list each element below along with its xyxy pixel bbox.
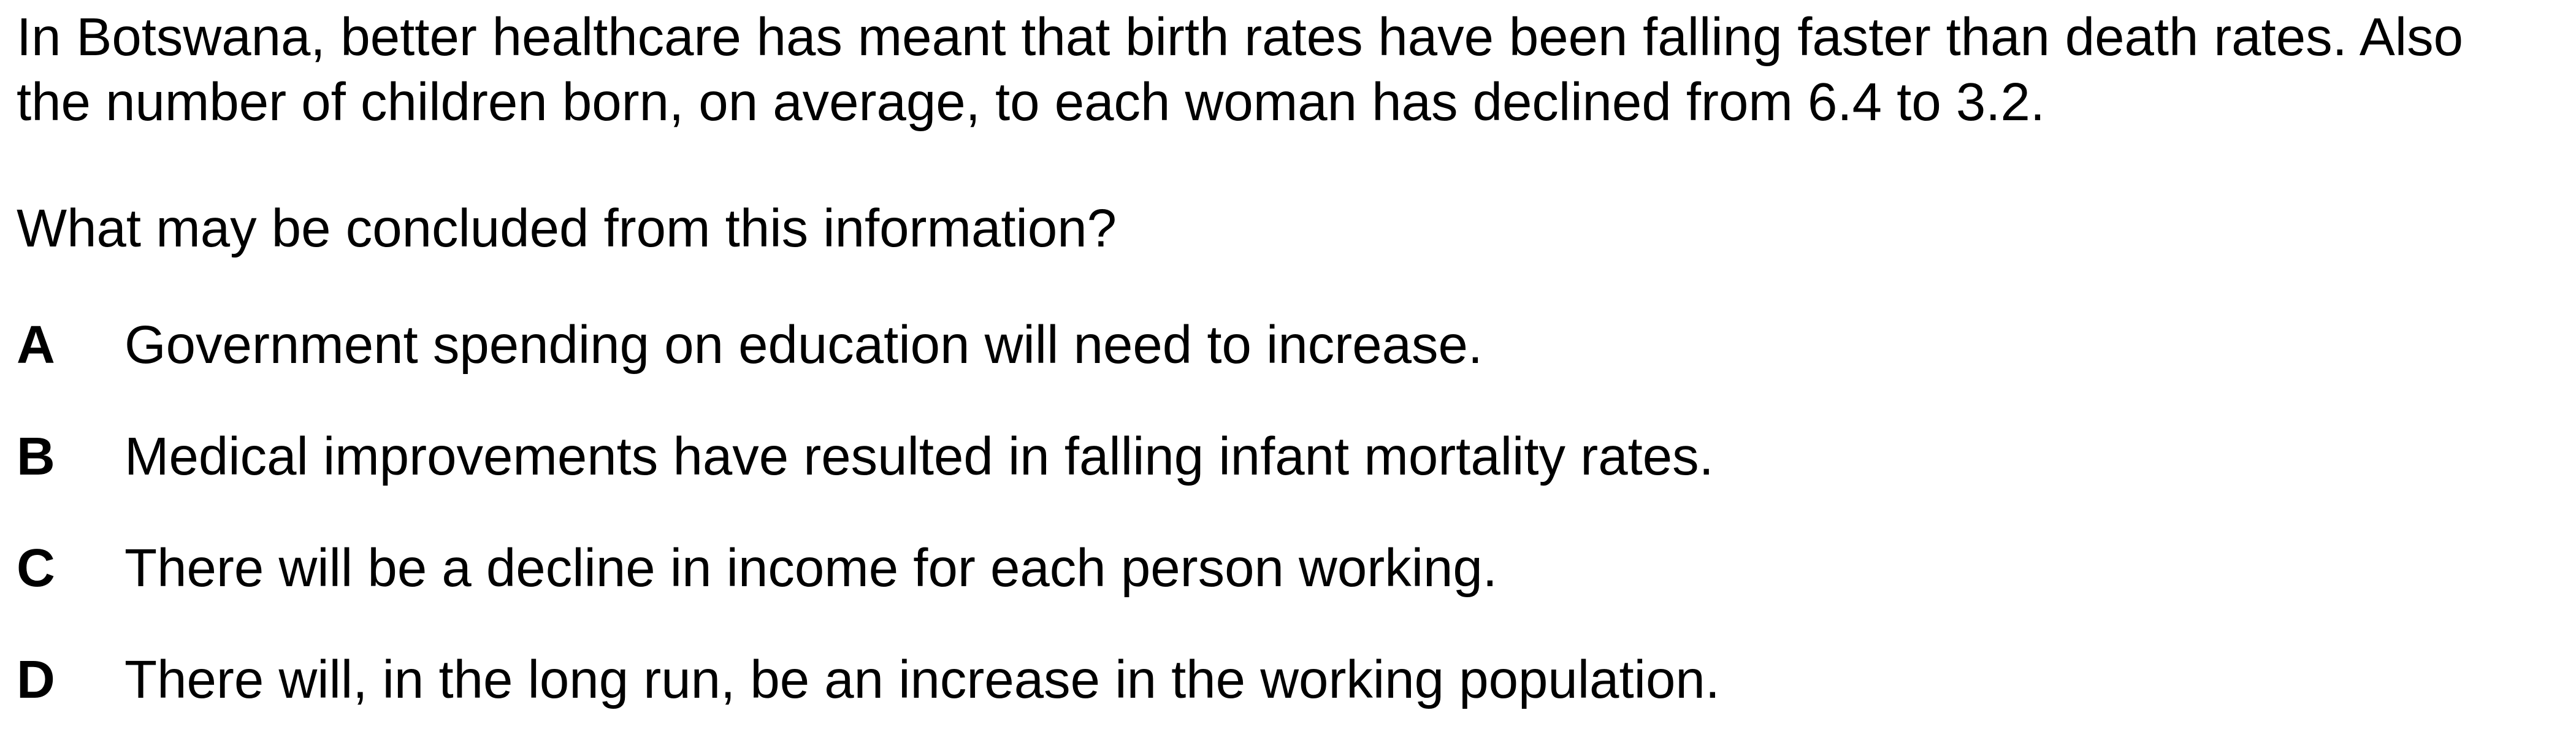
option-b[interactable]: B Medical improvements have resulted in … (17, 424, 2469, 489)
option-text: There will, in the long run, be an incre… (124, 650, 1720, 709)
option-text: There will be a decline in income for ea… (124, 538, 1497, 598)
option-letter: A (17, 315, 55, 375)
question-prompt: What may be concluded from this informat… (17, 199, 1117, 258)
option-text: Medical improvements have resulted in fa… (124, 427, 1714, 486)
option-a[interactable]: A Government spending on education will … (17, 313, 2469, 378)
option-letter: C (17, 538, 55, 598)
option-letter: B (17, 427, 55, 486)
option-letter: D (17, 650, 55, 709)
answer-options: A Government spending on education will … (17, 313, 2469, 712)
question-stem: In Botswana, better healthcare has meant… (17, 7, 2463, 132)
question-block: In Botswana, better healthcare has meant… (17, 0, 2469, 712)
option-text: Government spending on education will ne… (124, 315, 1483, 375)
option-c[interactable]: C There will be a decline in income for … (17, 536, 2469, 601)
option-d[interactable]: D There will, in the long run, be an inc… (17, 647, 2469, 712)
